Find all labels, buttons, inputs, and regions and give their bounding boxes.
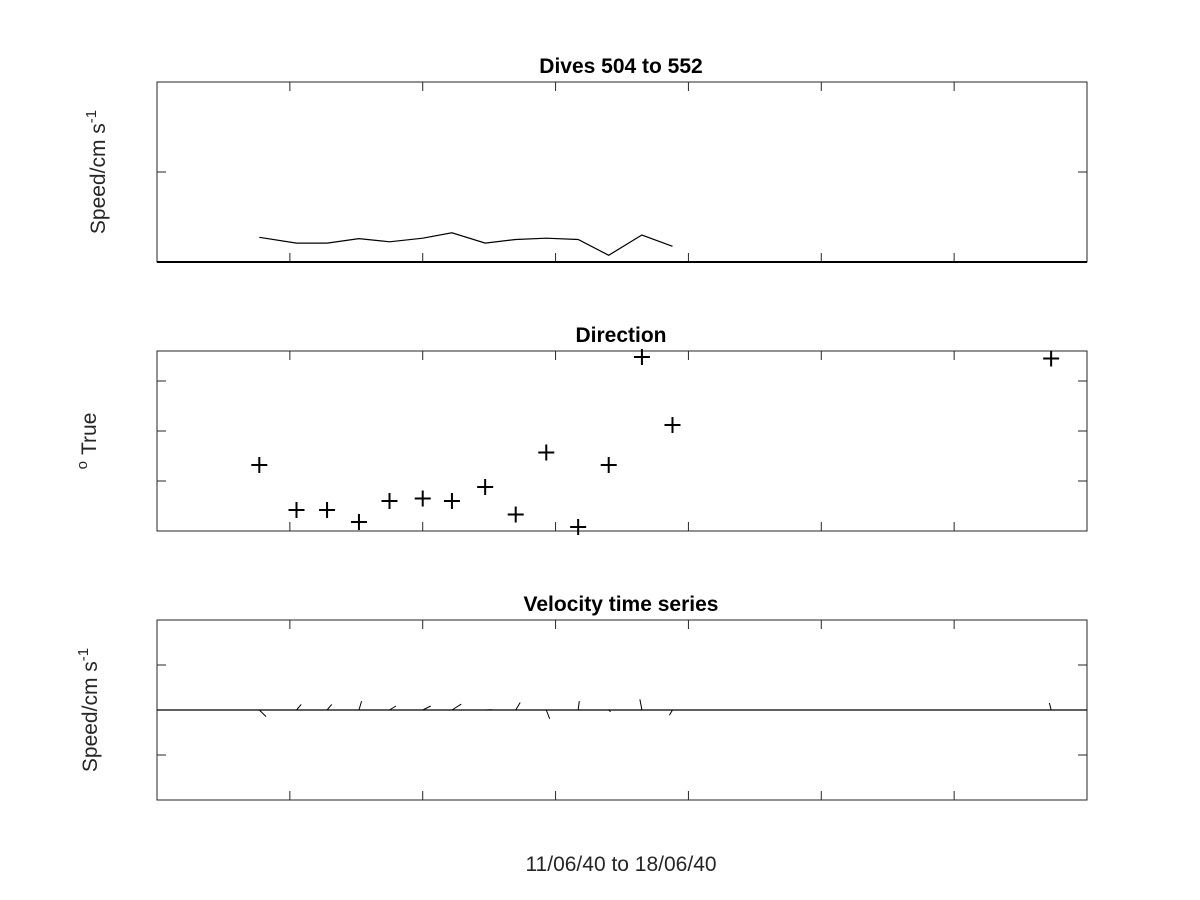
direction-y-axis-label: o True [74,413,101,470]
velocity-velocity-stick [545,709,551,719]
velocity-x-axis-label: 11/06/40 to 18/06/40 [525,853,716,876]
speed-y-axis-label-superscript: -1 [83,110,100,123]
velocity-y-axis-label-superscript: -1 [75,648,92,661]
direction-plus-marker [477,479,494,495]
velocity-velocity-stick [296,704,302,711]
speed-y-axis-label: Speed/cm s-1 [83,110,110,234]
speed-y-axis-label-text: Speed/cm s [87,123,110,234]
speed-series-line [259,232,673,256]
velocity-plot-area [156,619,1088,801]
direction-plus-marker [570,519,587,535]
direction-y-axis-label-text: True [78,413,101,455]
direction-plus-marker [288,502,305,518]
velocity-velocity-stick [515,702,521,711]
velocity-velocity-stick [451,703,462,711]
direction-plus-marker [443,493,460,509]
direction-plus-marker [350,514,367,530]
speed-panel: Dives 504 to 552 Speed/cm s-1 [83,55,1088,263]
velocity-panel-title: Velocity time series [524,593,719,616]
velocity-y-axis-label-text: Speed/cm s [79,661,102,772]
speed-panel-title: Dives 504 to 552 [539,55,702,78]
direction-plus-marker [381,493,398,509]
velocity-velocity-stick [326,704,333,711]
direction-plus-marker [507,506,524,523]
velocity-y-axis-label: Speed/cm s-1 [75,648,102,772]
speed-plot-area [156,81,1088,263]
velocity-velocity-stick [608,709,611,713]
direction-plus-marker [664,417,681,433]
velocity-velocity-stick [358,700,363,711]
velocity-velocity-stick [577,701,580,711]
direction-plus-marker [414,490,431,507]
direction-plot-area [156,349,1088,535]
direction-plus-marker [319,502,336,518]
direction-plus-marker [600,457,617,473]
direction-y-axis-label-degree: o [74,461,91,469]
velocity-velocity-stick [389,705,397,711]
direction-plus-marker [538,444,555,461]
velocity-velocity-stick [668,709,673,716]
velocity-velocity-stick [422,705,431,711]
direction-axes-frame [156,350,1088,532]
velocity-velocity-stick [1048,702,1052,711]
direction-plus-marker [633,349,650,365]
direction-panel: Direction o True [74,324,1088,535]
direction-panel-title: Direction [575,324,666,347]
velocity-panel: Velocity time series Speed/cm s-1 11/06/… [75,593,1088,876]
velocity-velocity-stick [639,699,643,711]
velocity-velocity-stick [258,709,267,717]
direction-plus-marker [1043,350,1060,367]
direction-plus-marker [251,457,268,473]
